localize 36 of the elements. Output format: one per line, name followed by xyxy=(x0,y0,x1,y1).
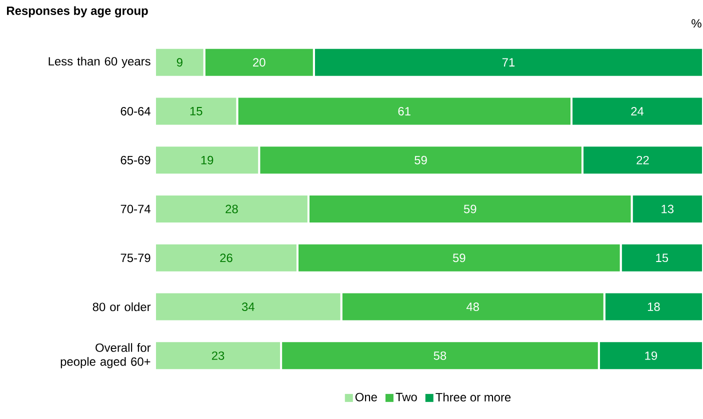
data-label: 59 xyxy=(452,254,466,262)
data-label: 15 xyxy=(190,107,202,116)
bar xyxy=(312,46,703,78)
data-label: 9 xyxy=(176,58,182,67)
legend-label: Three or more xyxy=(436,392,511,402)
data-label: 18 xyxy=(648,302,660,312)
data-label: 13 xyxy=(662,204,674,214)
text: % xyxy=(692,19,702,28)
data-label: 19 xyxy=(201,156,214,164)
chart-title: Responses by age group xyxy=(7,6,148,18)
data-label: 61 xyxy=(398,107,410,116)
y-tick-label: 65-69 xyxy=(120,156,150,164)
data-label: 23 xyxy=(212,351,224,360)
y-tick-label: 75-79 xyxy=(120,254,150,262)
bar xyxy=(598,340,703,372)
bar xyxy=(603,291,703,322)
data-label: 26 xyxy=(220,254,232,262)
data-label: 48 xyxy=(466,302,479,312)
data-label: 71 xyxy=(502,58,515,66)
data-label: 59 xyxy=(464,204,476,214)
data-label: 15 xyxy=(656,254,668,262)
data-label: 59 xyxy=(414,156,427,164)
legend-label: Two xyxy=(396,392,417,402)
data-label: 34 xyxy=(242,302,254,312)
legend-label: One xyxy=(355,392,377,402)
data-label: 58 xyxy=(434,351,446,360)
y-tick-label: 60-64 xyxy=(120,107,150,116)
data-label: 24 xyxy=(631,107,644,116)
y-tick-label: Overall for people aged 60+ xyxy=(60,343,151,368)
y-tick-label: Less than 60 years xyxy=(48,56,150,68)
y-tick-label: 70-74 xyxy=(120,204,150,214)
y-tick-label: 80 or older xyxy=(92,302,151,312)
data-label: 22 xyxy=(636,156,649,164)
data-label: 20 xyxy=(253,58,266,67)
data-label: 28 xyxy=(226,204,238,214)
data-label: 19 xyxy=(645,351,658,360)
